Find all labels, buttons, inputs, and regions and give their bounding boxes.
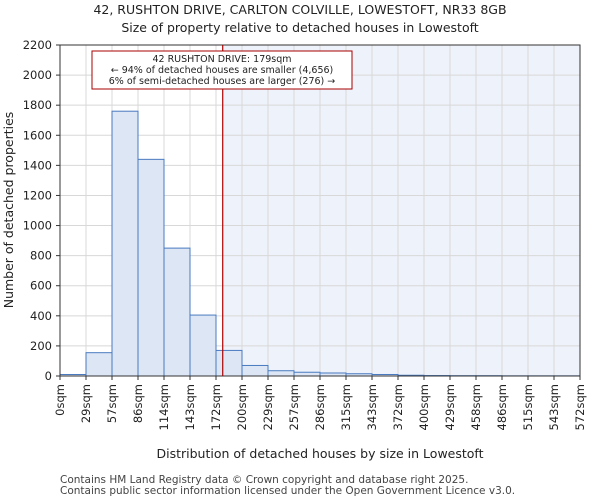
x-tick-label: 429sqm bbox=[443, 384, 457, 430]
y-tick-label: 1800 bbox=[23, 98, 52, 112]
y-tick-label: 0 bbox=[45, 369, 52, 383]
y-tick-label: 200 bbox=[30, 339, 52, 353]
y-tick-label: 1600 bbox=[23, 128, 52, 142]
x-tick-label: 29sqm bbox=[79, 384, 93, 423]
x-tick-label: 0sqm bbox=[53, 384, 67, 416]
x-tick-label: 515sqm bbox=[521, 384, 535, 430]
histogram-bar bbox=[215, 349, 243, 377]
histogram-bar bbox=[293, 371, 321, 377]
histogram-bar bbox=[267, 370, 295, 377]
y-tick-label: 2000 bbox=[23, 68, 52, 82]
x-tick-label: 57sqm bbox=[105, 384, 119, 423]
histogram-bar bbox=[137, 158, 165, 377]
histogram-chart: 42 RUSHTON DRIVE: 179sqm← 94% of detache… bbox=[1, 38, 587, 461]
x-tick-label: 486sqm bbox=[495, 384, 509, 430]
annotation-line: 42 RUSHTON DRIVE: 179sqm bbox=[152, 54, 291, 65]
annotation-line: 6% of semi-detached houses are larger (2… bbox=[109, 76, 336, 87]
histogram-bar bbox=[111, 110, 139, 377]
x-tick-label: 315sqm bbox=[339, 384, 353, 430]
y-tick-label: 400 bbox=[30, 309, 52, 323]
chart-subtitle: Size of property relative to detached ho… bbox=[121, 20, 479, 35]
x-tick-label: 200sqm bbox=[235, 384, 249, 430]
x-tick-label: 400sqm bbox=[417, 384, 431, 430]
x-tick-label: 229sqm bbox=[261, 384, 275, 430]
histogram-bar bbox=[85, 352, 113, 377]
footer-copyright: Contains HM Land Registry data © Crown c… bbox=[60, 474, 469, 486]
x-tick-label: 257sqm bbox=[287, 384, 301, 430]
histogram-bar bbox=[241, 364, 269, 377]
annotation-line: ← 94% of detached houses are smaller (4,… bbox=[111, 65, 334, 76]
y-tick-label: 1400 bbox=[23, 158, 52, 172]
x-tick-label: 343sqm bbox=[365, 384, 379, 430]
x-tick-label: 172sqm bbox=[209, 384, 223, 430]
x-tick-label: 572sqm bbox=[573, 384, 587, 430]
chart-title: 42, RUSHTON DRIVE, CARLTON COLVILLE, LOW… bbox=[93, 2, 507, 17]
y-axis-label: Number of detached properties bbox=[1, 112, 16, 309]
y-tick-label: 1200 bbox=[23, 188, 52, 202]
footer-licence: Contains public sector information licen… bbox=[60, 485, 516, 497]
x-tick-label: 143sqm bbox=[183, 384, 197, 430]
y-tick-label: 2200 bbox=[23, 38, 52, 52]
x-tick-label: 286sqm bbox=[313, 384, 327, 430]
histogram-bar bbox=[163, 247, 191, 377]
x-tick-label: 372sqm bbox=[391, 384, 405, 430]
highlight-region bbox=[222, 45, 580, 376]
y-tick-label: 1000 bbox=[23, 219, 52, 233]
x-tick-label: 543sqm bbox=[547, 384, 561, 430]
x-tick-label: 86sqm bbox=[131, 384, 145, 423]
x-tick-label: 458sqm bbox=[469, 384, 483, 430]
y-tick-label: 600 bbox=[30, 279, 52, 293]
histogram-bar bbox=[189, 314, 217, 377]
x-tick-label: 114sqm bbox=[157, 384, 171, 430]
annotation-box bbox=[91, 50, 353, 90]
x-axis-label: Distribution of detached houses by size … bbox=[156, 446, 483, 461]
y-tick-label: 800 bbox=[30, 249, 52, 263]
